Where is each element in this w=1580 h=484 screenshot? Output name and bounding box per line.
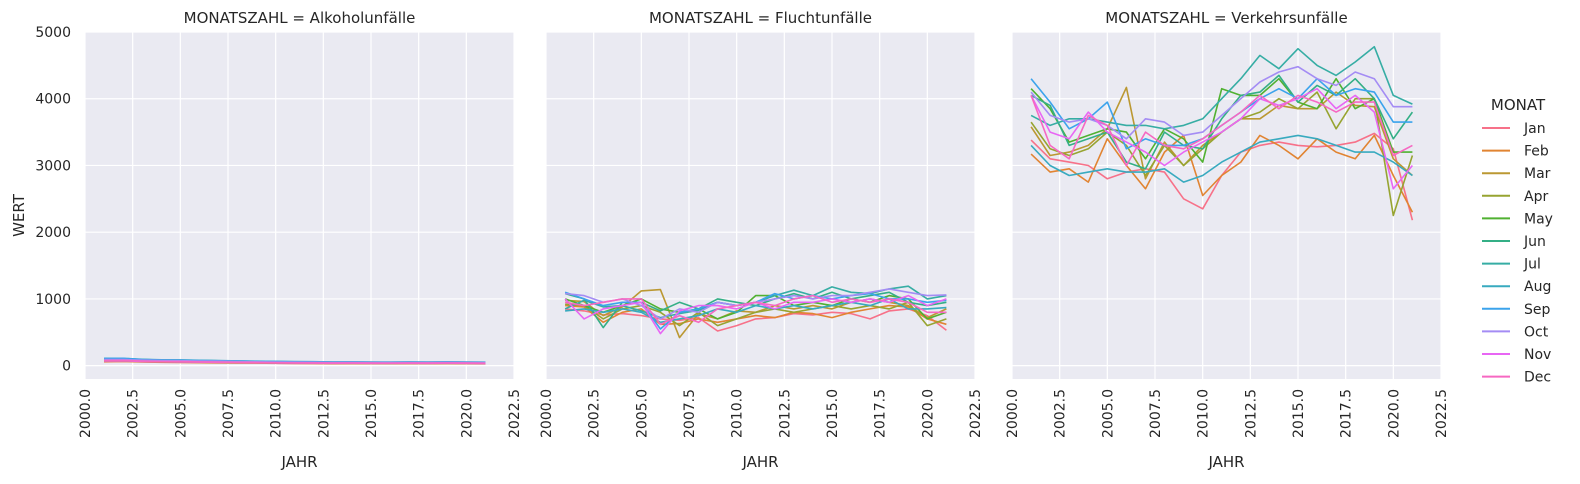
series-line-feb [565, 304, 947, 326]
x-tick-label: 2007.5 [221, 389, 237, 438]
plot-background [1012, 32, 1441, 379]
series-line-feb [1030, 134, 1414, 213]
legend-item-oct: Oct [1482, 324, 1549, 340]
x-tick-label: 2000.0 [1005, 389, 1021, 438]
series-line-jan [565, 308, 947, 332]
x-tick-label: 2000.0 [78, 389, 94, 438]
y-tick-label: 2000 [35, 225, 71, 241]
x-tick-label: 2020.0 [920, 389, 936, 438]
legend-item-jul: Jul [1482, 257, 1541, 273]
facet-title: MONATSZAHL = Verkehrsunfälle [1105, 9, 1347, 27]
x-tick-label: 2005.0 [634, 389, 650, 438]
panel-alkoholunf-lle: MONATSZAHL = Alkoholunfälle 2000.0 2002.5 2… [10, 9, 523, 471]
legend-item-aug: Aug [1482, 279, 1551, 295]
y-axis-label: WERT [10, 193, 28, 237]
x-tick-label: 2002.5 [1053, 389, 1069, 438]
x-tick-label: 2002.5 [126, 389, 142, 438]
series-line-oct [1030, 65, 1413, 140]
x-tick-label: 2012.5 [777, 389, 793, 438]
facet-title: MONATSZAHL = Fluchtunfälle [649, 9, 872, 27]
panel-verkehrsunf-lle: MONATSZAHL = Verkehrsunfälle 2000.0 2002.5… [1005, 9, 1450, 471]
facet-title: MONATSZAHL = Alkoholunfälle [184, 9, 416, 27]
legend-item-jun: Jun [1482, 234, 1546, 250]
x-tick-label: 2007.5 [682, 389, 698, 438]
legend-title: MONAT [1491, 96, 1546, 114]
x-tick-label: 2005.0 [1100, 389, 1116, 438]
x-tick-label: 2005.0 [173, 389, 189, 438]
legend-label: Mar [1524, 166, 1551, 182]
x-tick-label: 2007.5 [1148, 389, 1164, 438]
x-tick-label: 2010.0 [730, 389, 746, 438]
y-tick-label: 1000 [35, 292, 71, 308]
x-axis-label: JAHR [1207, 453, 1244, 471]
legend-item-dec: Dec [1482, 370, 1551, 386]
x-tick-label: 2022.5 [507, 389, 523, 438]
legend-item-apr: Apr [1482, 189, 1548, 205]
plot-background [85, 32, 514, 379]
legend-label: Aug [1524, 279, 1551, 295]
y-tick-label: 5000 [35, 25, 71, 41]
y-tick-label: 3000 [35, 158, 71, 174]
legend-label: Jul [1523, 257, 1541, 273]
legend-item-sep: Sep [1482, 302, 1551, 318]
x-tick-label: 2015.0 [825, 389, 841, 438]
x-tick-label: 2017.5 [1339, 389, 1355, 438]
series-line-dec [104, 359, 486, 365]
plot-background [546, 32, 975, 379]
panel-fluchtunf-lle: MONATSZAHL = Fluchtunfälle 2000.0 2002.5 20… [539, 9, 984, 471]
legend-label: May [1524, 211, 1553, 227]
x-tick-label: 2020.0 [459, 389, 475, 438]
legend-label: Oct [1524, 324, 1549, 340]
legend-label: Nov [1524, 347, 1551, 363]
legend-label: Jan [1523, 121, 1546, 137]
x-tick-label: 2017.5 [412, 389, 428, 438]
x-tick-label: 2022.5 [1434, 389, 1450, 438]
x-tick-label: 2002.5 [587, 389, 603, 438]
x-axis-label: JAHR [280, 453, 317, 471]
x-tick-label: 2000.0 [539, 389, 555, 438]
x-tick-label: 2012.5 [316, 389, 332, 438]
legend-item-may: May [1482, 211, 1553, 227]
x-tick-label: 2010.0 [269, 389, 285, 438]
x-axis-label: JAHR [741, 453, 778, 471]
legend-label: Apr [1524, 189, 1548, 205]
x-tick-label: 2020.0 [1386, 389, 1402, 438]
series-line-jun [1030, 74, 1414, 170]
x-tick-label: 2017.5 [873, 389, 889, 438]
series-line-may [1030, 77, 1413, 163]
legend-item-jan: Jan [1482, 121, 1546, 137]
y-tick-label: 0 [62, 359, 71, 375]
legend-label: Dec [1524, 370, 1551, 386]
legend-label: Jun [1523, 234, 1546, 250]
series-line-aug [1030, 134, 1413, 183]
legend-item-mar: Mar [1482, 166, 1551, 182]
series-line-dec [1030, 94, 1413, 167]
y-tick-label: 4000 [35, 92, 71, 108]
x-tick-label: 2015.0 [364, 389, 380, 438]
x-tick-label: 2022.5 [968, 389, 984, 438]
x-tick-label: 2012.5 [1243, 389, 1259, 438]
x-tick-label: 2010.0 [1196, 389, 1212, 438]
chart-panels: MONATSZAHL = Alkoholunfälle 2000.0 2002.5 2… [10, 9, 1450, 471]
legend-label: Sep [1524, 302, 1551, 318]
x-tick-label: 2015.0 [1291, 389, 1307, 438]
legend-item-feb: Feb [1482, 144, 1549, 160]
legend-label: Feb [1524, 144, 1549, 160]
series-line-dec [564, 294, 947, 326]
legend: MONAT Jan Feb Mar Apr May Jun Jul Aug Sep Oct Nov D… [1482, 96, 1553, 386]
legend-item-nov: Nov [1482, 347, 1551, 363]
